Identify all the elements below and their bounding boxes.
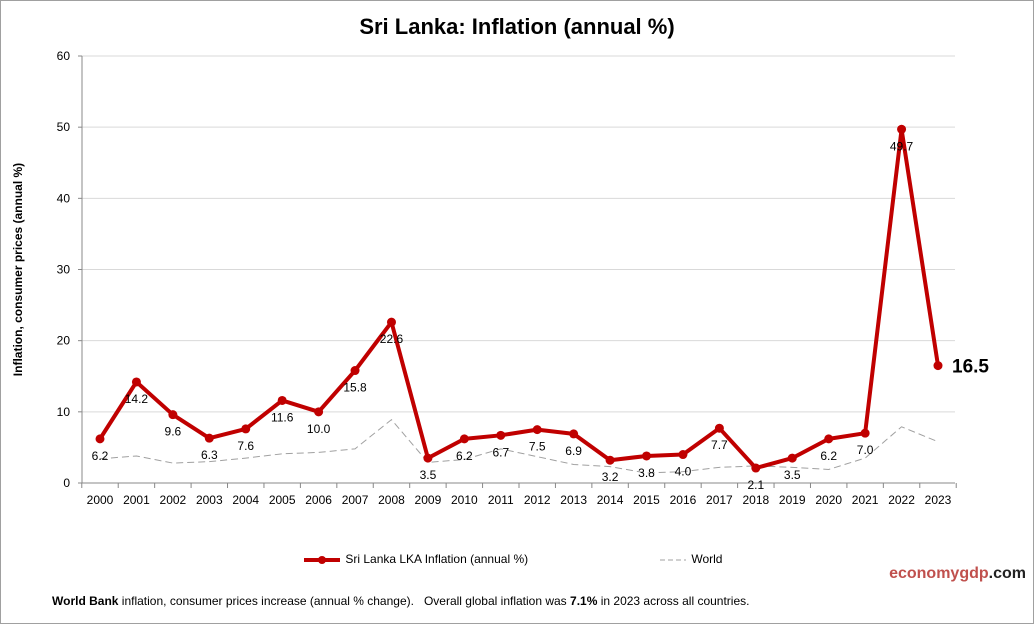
- data-label: 6.3: [201, 448, 218, 462]
- data-point: [314, 407, 324, 417]
- x-tick-label: 2015: [633, 493, 660, 507]
- x-tick-label: 2017: [706, 493, 733, 507]
- data-label: 3.5: [420, 468, 437, 482]
- legend-label: Sri Lanka LKA Inflation (annual %): [345, 552, 529, 566]
- x-tick-label: 2000: [87, 493, 114, 507]
- data-label: 6.2: [456, 449, 473, 463]
- x-tick-label: 2004: [232, 493, 259, 507]
- series-line-sri-lanka: [98, 127, 940, 471]
- last-value-label: 16.5: [952, 357, 989, 378]
- data-label: 14.2: [125, 392, 149, 406]
- x-tick-label: 2023: [925, 493, 952, 507]
- data-point: [459, 434, 469, 444]
- data-point: [131, 377, 141, 387]
- y-tick-label: 30: [57, 263, 71, 277]
- data-point: [860, 428, 870, 438]
- y-tick-label: 50: [57, 120, 71, 134]
- data-point: [933, 361, 943, 371]
- x-tick-label: 2016: [670, 493, 697, 507]
- data-point: [605, 455, 615, 465]
- data-label: 7.7: [711, 438, 728, 452]
- x-tick-label: 2006: [305, 493, 332, 507]
- data-label: 6.7: [492, 445, 509, 459]
- data-point: [569, 429, 579, 439]
- data-label: 3.2: [602, 470, 619, 484]
- x-tick-label: 2011: [488, 493, 514, 507]
- x-tick-label: 2013: [560, 493, 587, 507]
- data-point: [168, 410, 178, 420]
- x-tick-label: 2003: [196, 493, 223, 507]
- y-tick-label: 20: [57, 334, 71, 348]
- y-axis-label: Inflation, consumer prices (annual %): [11, 163, 25, 376]
- data-point: [532, 425, 542, 435]
- legend-dashed-line-icon: [660, 559, 686, 561]
- data-label: 7.0: [857, 443, 874, 457]
- data-label: 6.2: [92, 449, 109, 463]
- data-point: [423, 453, 433, 463]
- legend-item-world: World: [658, 552, 722, 567]
- data-point: [95, 434, 105, 444]
- data-point: [350, 366, 360, 376]
- x-tick-label: 2022: [888, 493, 915, 507]
- data-label: 2.1: [747, 478, 764, 492]
- data-label: 7.5: [529, 440, 546, 454]
- data-point: [386, 317, 396, 327]
- x-tick-label: 2019: [779, 493, 806, 507]
- data-point: [714, 423, 724, 433]
- data-point: [751, 463, 761, 473]
- legend-item-sri-lanka: Sri Lanka LKA Inflation (annual %): [302, 552, 528, 567]
- data-label: 6.9: [565, 444, 582, 458]
- brand-logo: economygdp.com: [889, 565, 1026, 583]
- x-tick-label: 2005: [269, 493, 296, 507]
- y-tick-label: 40: [57, 191, 71, 205]
- x-tick-label: 2012: [524, 493, 551, 507]
- data-label: 22.6: [380, 332, 404, 346]
- series-line-world: [99, 418, 939, 474]
- data-label: 3.5: [784, 468, 801, 482]
- x-tick-label: 2020: [815, 493, 842, 507]
- footer-bold: World Bank: [52, 594, 119, 608]
- brand-part: economy: [889, 565, 960, 582]
- y-tick-label: 0: [63, 476, 70, 490]
- brand-part: gdp: [959, 565, 989, 582]
- data-point: [496, 430, 506, 440]
- x-tick-label: 2002: [160, 493, 187, 507]
- data-label: 4.0: [675, 465, 692, 479]
- legend-solid-line-icon: [304, 555, 340, 564]
- data-label: 15.8: [343, 381, 367, 395]
- x-tick-label: 2010: [451, 493, 478, 507]
- data-label: 9.6: [165, 425, 182, 439]
- data-point: [678, 450, 688, 460]
- chart-title: Sri Lanka: Inflation (annual %): [359, 14, 675, 39]
- x-tick-label: 2021: [852, 493, 879, 507]
- data-label: 3.8: [638, 466, 655, 480]
- data-point: [642, 451, 652, 461]
- data-label: 49.7: [890, 139, 914, 153]
- data-point: [204, 433, 214, 443]
- legend-label: World: [691, 552, 723, 566]
- footer-bold: 7.1%: [570, 594, 598, 608]
- x-tick-label: 2007: [342, 493, 369, 507]
- brand-part: .com: [988, 565, 1026, 582]
- data-point: [241, 424, 251, 434]
- y-tick-label: 60: [57, 49, 71, 63]
- x-tick-label: 2008: [378, 493, 405, 507]
- data-point: [277, 395, 287, 405]
- data-label: 10.0: [307, 422, 331, 436]
- footer-text: inflation, consumer prices increase (ann…: [118, 594, 571, 608]
- data-label: 6.2: [820, 449, 837, 463]
- x-tick-label: 2001: [123, 493, 150, 507]
- footer-text: in 2023 across all countries.: [597, 594, 750, 608]
- footer-note: World Bank inflation, consumer prices in…: [52, 594, 749, 608]
- x-tick-label: 2018: [742, 493, 769, 507]
- data-point: [787, 453, 797, 463]
- x-tick-label: 2009: [415, 493, 442, 507]
- data-point: [824, 434, 834, 444]
- x-tick-label: 2014: [597, 493, 624, 507]
- data-point: [897, 124, 907, 134]
- y-tick-label: 10: [57, 405, 71, 419]
- data-label: 7.6: [237, 439, 254, 453]
- data-label: 11.6: [271, 410, 294, 424]
